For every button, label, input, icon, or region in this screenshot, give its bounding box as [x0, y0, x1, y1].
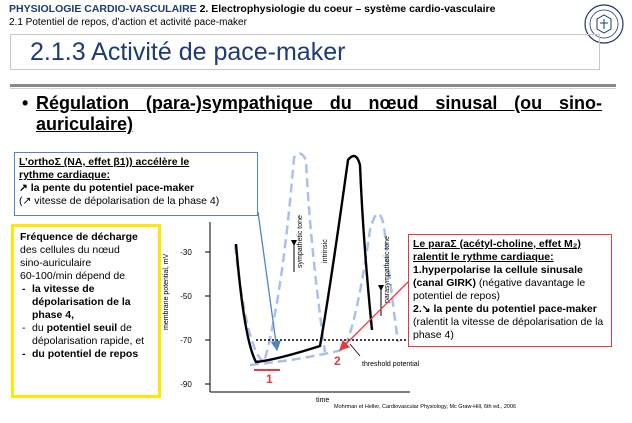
title-frame [10, 34, 600, 70]
frequency-line: des cellules du nœud [20, 244, 120, 256]
list-item-text: de dépolarisation rapide, et [32, 322, 145, 347]
ortho-callout: L’orthoΣ (NA, effet β1)) accélère le ryt… [14, 152, 258, 216]
y-tick-label: -70 [180, 336, 192, 345]
y-tick-label: -50 [180, 292, 192, 301]
frequency-list: la vitesse de dépolarisation de la phase… [20, 283, 152, 361]
sympathetic-curve [233, 152, 327, 364]
frequency-line: sino-auriculaire [20, 257, 92, 269]
frequency-callout: Fréquence de décharge des cellules du nœ… [11, 224, 161, 398]
threshold-pointer [349, 343, 361, 357]
para-item: 1.hyperpolarise la cellule sinusale (can… [413, 264, 607, 303]
bullet-heading: Régulation (para-)sympathique du nœud si… [36, 93, 602, 134]
para-item-text: (négative davantage le potentiel de repo… [413, 277, 586, 302]
figure-credit: Mohrman et Heller, Cardiovascular Physio… [334, 404, 517, 410]
list-item: du potentiel seuil de dépolarisation rap… [20, 322, 152, 348]
chapter-name: 2. Electrophysiologie du coeur – système… [199, 3, 496, 15]
para-line: Le paraΣ (acétyl-choline, effet M₂) [413, 238, 581, 250]
intrinsic-label: intrinsic [322, 239, 329, 263]
list-item: du potentiel de repos [20, 348, 152, 361]
parasympathetic-curve [249, 212, 400, 367]
ortho-line: ↗ la pente du potentiel pace-maker [19, 182, 195, 194]
frequency-line: Fréquence de décharge [20, 231, 138, 243]
para-line: ralentit le rythme cardiaque: [413, 251, 554, 263]
list-item-emphasis: potentiel seuil [46, 322, 118, 334]
list-item-text: du [32, 322, 47, 334]
section-name: 2.1 Potentiel de repos, d’action et acti… [9, 17, 247, 28]
ortho-line: rythme cardiaque: [19, 169, 111, 181]
x-axis-label: time [316, 397, 329, 404]
ortho-line: L’orthoΣ (NA, effet β1)) accélère le [19, 156, 190, 168]
bullet-dot: • [22, 93, 29, 113]
marker-1: 1 [266, 372, 273, 386]
parasympathetic-label: parasympathetic tone [384, 236, 391, 303]
page-title: 2.1.3 Activité de pace-maker [30, 38, 346, 66]
y-tick-label: -90 [180, 380, 192, 389]
sympathetic-label: sympathetic tone [297, 215, 304, 268]
y-ticks [205, 251, 210, 385]
para-item-emphasis: 1.hyperpolarise la cellule sinusale (can… [413, 264, 583, 289]
ortho-arrow [257, 211, 281, 352]
university-seal-icon [584, 4, 624, 44]
ortho-line: (↗ vitesse de dépolarisation de la phase… [19, 195, 220, 207]
list-item: la vitesse de dépolarisation de la phase… [20, 283, 152, 322]
divider [10, 88, 616, 89]
slide-header: PHYSIOLOGIE CARDIO-VASCULAIRE 2. Electro… [9, 3, 569, 29]
frequency-line: 60-100/min dépend de [20, 270, 126, 282]
para-item-emphasis: 2.↘ la pente du potentiel pace-maker [413, 303, 597, 315]
para-callout: Le paraΣ (acétyl-choline, effet M₂) rale… [408, 234, 612, 347]
y-axis-label: membrane potential, mV [163, 253, 170, 330]
para-arrow [339, 281, 409, 351]
y-tick-label: -30 [180, 248, 192, 257]
threshold-label: threshold potential [362, 361, 420, 368]
intrinsic-curve [234, 154, 374, 364]
marker-2: 2 [334, 354, 341, 368]
para-item-text: (ralentit la vitesse de dépolarisation d… [413, 316, 604, 341]
divider [10, 84, 616, 87]
para-item: 2.↘ la pente du potentiel pace-maker (ra… [413, 303, 607, 342]
course-name: PHYSIOLOGIE CARDIO-VASCULAIRE [9, 3, 197, 15]
